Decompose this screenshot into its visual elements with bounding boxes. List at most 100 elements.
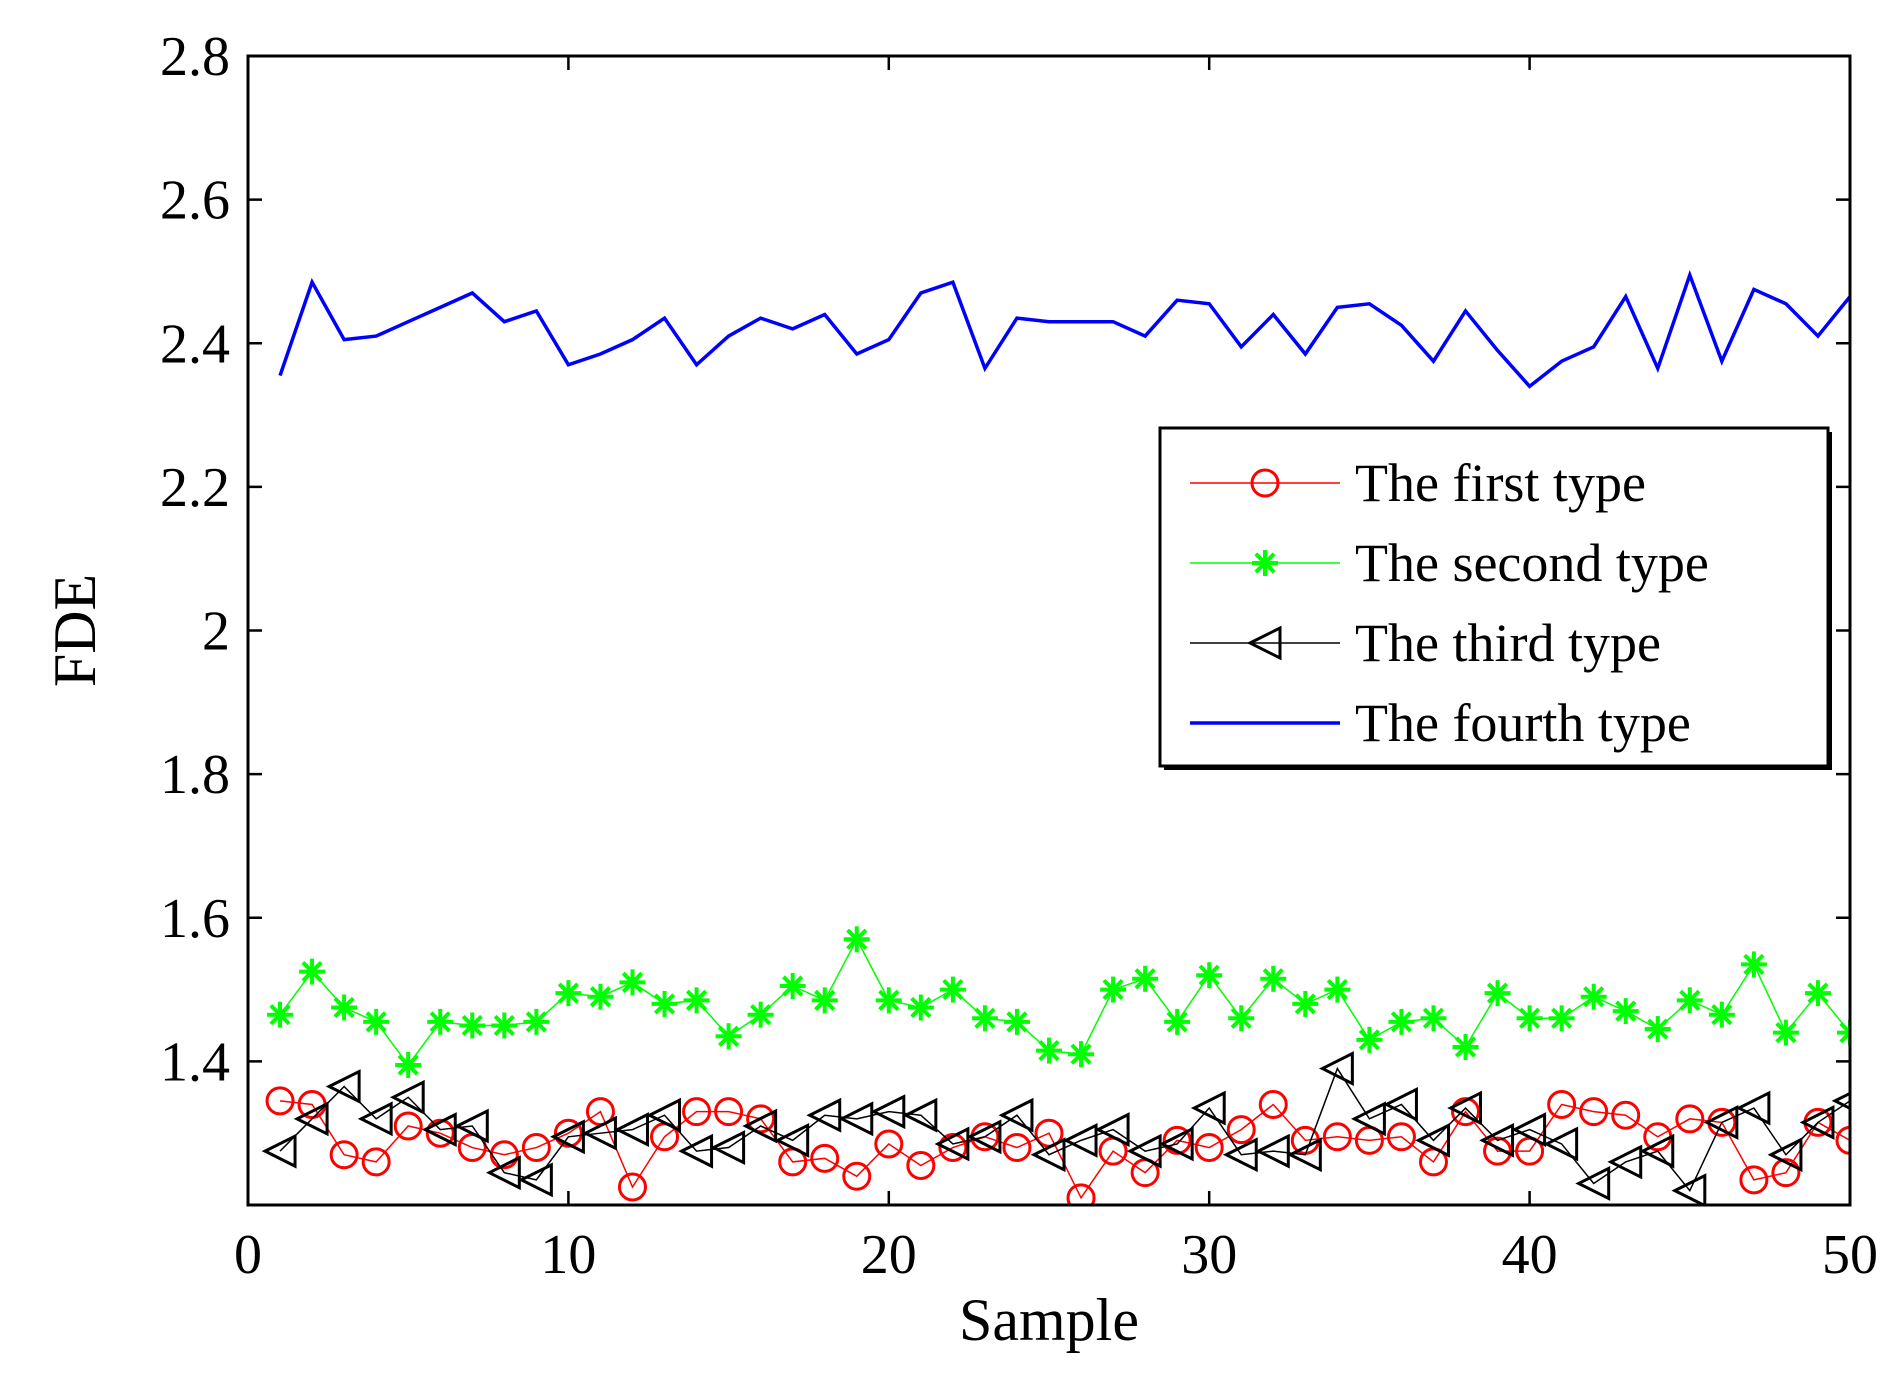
y-tick-label: 1.6 <box>160 888 230 950</box>
x-tick-label: 40 <box>1502 1224 1558 1286</box>
data-point <box>1579 1097 1609 1127</box>
data-point <box>843 926 870 953</box>
data-point <box>299 958 326 985</box>
legend-marker <box>1252 550 1278 576</box>
data-point <box>393 1111 423 1141</box>
data-point <box>870 1094 906 1130</box>
x-axis-label: Sample <box>959 1287 1139 1353</box>
data-point <box>1162 1125 1192 1155</box>
data-point <box>553 1118 583 1148</box>
data-point <box>1703 1104 1739 1140</box>
data-point <box>1804 980 1831 1007</box>
data-point <box>710 1130 746 1165</box>
data-point <box>1580 983 1607 1010</box>
data-point <box>747 1001 774 1028</box>
data-point <box>1260 965 1287 992</box>
data-point <box>806 1097 842 1133</box>
legend: The first type The second type The third t… <box>1158 426 1832 770</box>
data-point <box>1194 1133 1224 1163</box>
x-tick-label: 50 <box>1822 1224 1878 1286</box>
data-point <box>518 1162 553 1198</box>
y-tick-label: 1.8 <box>160 744 230 806</box>
legend-marker <box>1246 625 1282 661</box>
data-point <box>938 1133 968 1163</box>
data-point <box>746 1104 776 1134</box>
data-point <box>714 1097 744 1127</box>
data-point <box>1036 1037 1062 1064</box>
data-point <box>1516 1005 1543 1032</box>
data-point <box>555 980 582 1007</box>
data-point <box>421 1112 457 1148</box>
data-point <box>1388 1008 1415 1035</box>
data-point <box>1196 962 1223 989</box>
data-point <box>1066 1183 1096 1205</box>
data-point <box>1415 1122 1450 1158</box>
x-tick-label: 10 <box>540 1224 596 1286</box>
data-point <box>1292 990 1319 1017</box>
data-point <box>1002 1133 1032 1163</box>
legend-item: The second type <box>1190 533 1709 593</box>
series-4 <box>278 269 1850 389</box>
data-point <box>1639 1133 1675 1169</box>
data-point <box>682 1097 712 1127</box>
data-point <box>1547 1089 1577 1119</box>
y-tick-label: 2.2 <box>160 457 230 519</box>
data-point <box>453 1108 489 1144</box>
data-point <box>361 1147 391 1177</box>
data-point <box>1543 1126 1579 1162</box>
data-point <box>1767 1137 1803 1173</box>
data-point <box>1675 1104 1705 1134</box>
legend-label: The first type <box>1355 453 1646 513</box>
data-point <box>1548 1005 1575 1032</box>
data-point <box>810 1143 840 1173</box>
data-point <box>293 1101 329 1137</box>
data-point <box>1484 980 1511 1007</box>
data-point <box>1772 1019 1799 1046</box>
series-line <box>278 269 1850 389</box>
y-tick-label: 2.8 <box>160 26 230 88</box>
data-point <box>971 1005 998 1032</box>
data-point <box>1094 1112 1130 1148</box>
legend-label: The fourth type <box>1355 693 1691 753</box>
data-point <box>1158 1126 1194 1162</box>
data-point <box>491 1012 518 1039</box>
data-point <box>395 1051 422 1078</box>
data-point <box>1611 1100 1641 1130</box>
data-point <box>617 1172 647 1202</box>
data-point <box>1351 1101 1386 1137</box>
data-point <box>1386 1122 1416 1152</box>
data-point <box>998 1097 1034 1133</box>
legend-item: The first type <box>1190 453 1646 513</box>
series-layer <box>261 269 1850 1205</box>
data-point <box>550 1119 585 1155</box>
data-point <box>619 969 646 996</box>
data-point <box>1164 1008 1191 1035</box>
data-point <box>1771 1158 1801 1188</box>
data-point <box>683 987 710 1014</box>
data-point <box>906 1151 936 1181</box>
data-point <box>614 1112 649 1148</box>
data-point <box>363 1008 390 1035</box>
data-point <box>521 1133 551 1163</box>
data-point <box>267 1001 294 1028</box>
y-tick-label: 2 <box>202 601 230 663</box>
data-point <box>1068 1041 1095 1068</box>
data-point <box>1735 1090 1771 1126</box>
data-point <box>907 994 934 1021</box>
data-point <box>427 1008 454 1035</box>
data-point <box>1612 998 1639 1025</box>
data-point <box>1671 1173 1707 1205</box>
data-point <box>587 983 614 1010</box>
data-point <box>1644 1016 1671 1043</box>
data-point <box>329 1140 359 1170</box>
y-tick-label: 1.4 <box>160 1031 230 1093</box>
legend-item: The fourth type <box>1190 693 1691 753</box>
y-tick-label: 2.4 <box>160 313 230 375</box>
data-point <box>1356 1026 1383 1053</box>
series-line <box>279 1066 1850 1193</box>
data-point <box>774 1122 810 1158</box>
legend-marker <box>1250 468 1280 498</box>
data-point <box>1740 951 1767 978</box>
data-point <box>715 1023 742 1050</box>
